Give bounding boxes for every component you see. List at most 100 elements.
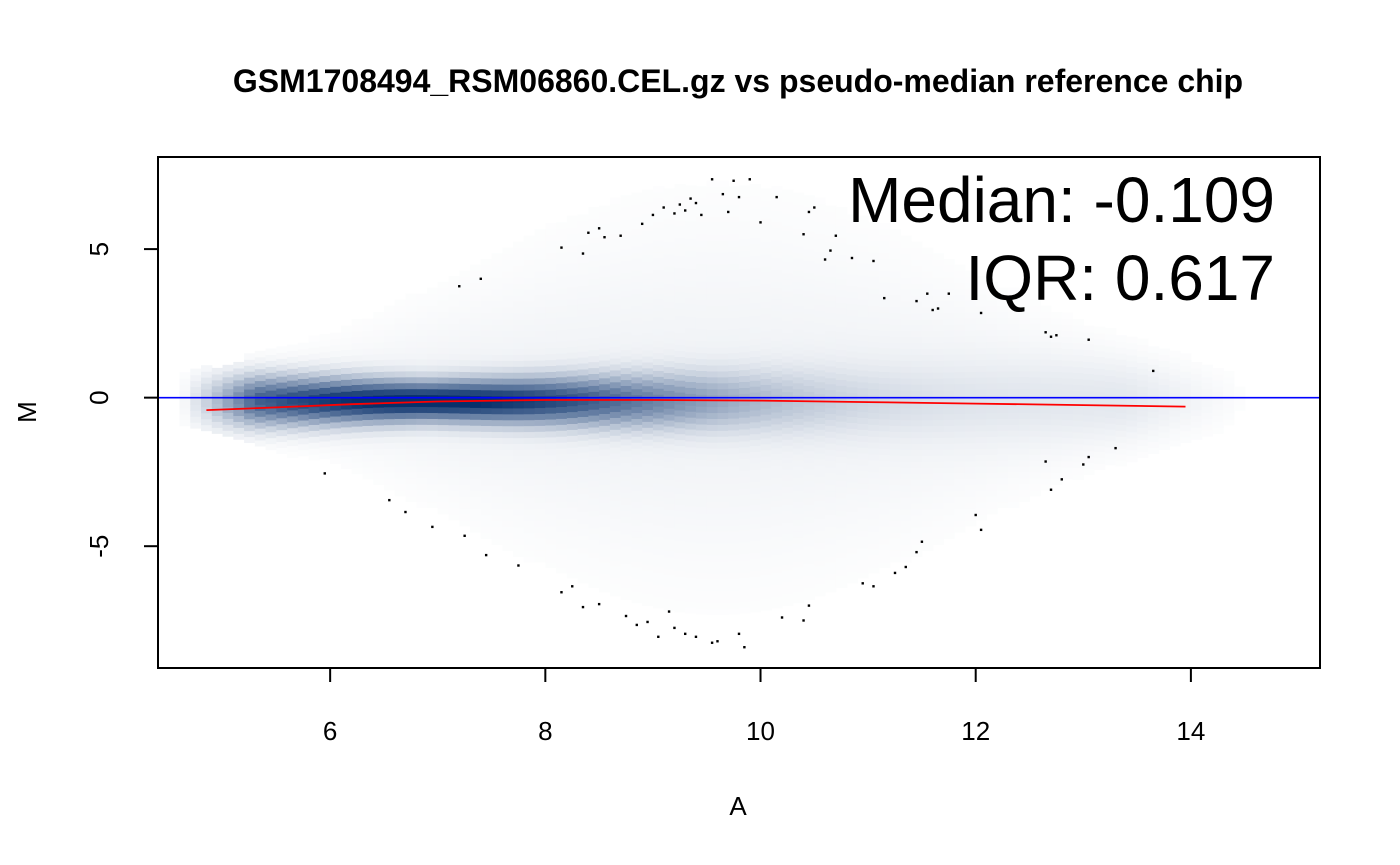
density-cell (566, 310, 579, 318)
density-cell (986, 329, 998, 336)
density-cell (1137, 403, 1149, 411)
density-cell (1007, 406, 1020, 413)
density-cell (964, 365, 977, 373)
density-cell (362, 318, 374, 325)
density-cell (889, 538, 901, 545)
density-cell (416, 489, 428, 497)
density-cell (868, 269, 880, 277)
density-cell (911, 312, 923, 320)
density-cell (825, 437, 837, 444)
outlier-point (1087, 338, 1090, 341)
density-cell (739, 226, 751, 234)
density-cell (480, 294, 493, 302)
density-cell (620, 207, 633, 214)
density-cell (803, 510, 815, 517)
density-cell (297, 449, 310, 457)
density-cell (1051, 412, 1063, 420)
density-cell (706, 186, 719, 194)
density-cell (588, 290, 600, 297)
density-cell (932, 271, 945, 278)
density-cell (631, 471, 643, 479)
density-cell (739, 411, 751, 418)
density-cell (1072, 437, 1084, 445)
density-cell (437, 501, 450, 509)
density-cell (276, 376, 288, 383)
density-cell (480, 419, 493, 426)
density-cell (792, 436, 805, 443)
density-cell (771, 263, 783, 270)
density-cell (674, 552, 686, 559)
density-cell (792, 495, 805, 503)
density-cell (1072, 384, 1084, 391)
density-cell (588, 533, 600, 541)
density-cell (857, 441, 869, 448)
density-cell (577, 244, 589, 251)
density-cell (986, 507, 998, 515)
density-cell (717, 192, 729, 200)
density-cell (211, 373, 224, 381)
density-cell (921, 490, 934, 498)
density-cell (1147, 382, 1160, 389)
density-cell (534, 556, 546, 563)
density-cell (674, 231, 686, 239)
density-cell (652, 542, 665, 550)
density-cell (695, 239, 708, 247)
density-cell (1007, 471, 1020, 479)
density-cell (1223, 371, 1235, 378)
density-cell (609, 274, 622, 282)
density-cell (674, 457, 686, 464)
density-cell (609, 482, 622, 490)
density-cell (577, 410, 589, 417)
density-cell (1007, 412, 1020, 419)
density-cell (416, 346, 428, 354)
density-cell (964, 347, 977, 355)
density-cell (771, 215, 783, 223)
density-cell (954, 270, 966, 278)
density-cell (1072, 336, 1084, 344)
density-cell (1083, 438, 1095, 446)
density-cell (620, 486, 633, 493)
density-cell (717, 347, 729, 354)
density-cell (835, 551, 848, 559)
density-cell (803, 349, 815, 357)
density-cell (1051, 478, 1063, 485)
density-cell (760, 479, 772, 486)
density-cell (233, 379, 245, 387)
density-cell (1137, 445, 1149, 452)
density-cell (502, 324, 514, 332)
density-cell (642, 480, 654, 488)
density-cell (405, 293, 417, 301)
density-cell (254, 362, 267, 370)
density-cell (825, 496, 837, 504)
density-cell (986, 442, 998, 449)
density-cell (297, 342, 310, 350)
density-cell (814, 559, 826, 567)
density-cell (728, 441, 740, 449)
density-cell (954, 454, 966, 462)
density-cell (211, 367, 224, 375)
density-cell (964, 276, 977, 283)
density-cell (652, 501, 665, 508)
density-cell (674, 302, 686, 310)
density-cell (878, 424, 891, 432)
density-cell (631, 477, 643, 485)
density-cell (846, 226, 858, 233)
density-cell (631, 483, 643, 491)
density-cell (480, 520, 493, 527)
density-cell (566, 257, 579, 264)
density-cell (954, 514, 966, 521)
density-cell (878, 472, 891, 479)
density-cell (1094, 451, 1106, 459)
density-cell (1104, 446, 1117, 454)
density-cell (297, 425, 310, 433)
density-cell (459, 490, 471, 497)
density-cell (233, 373, 245, 381)
density-cell (1061, 389, 1074, 397)
density-cell (835, 391, 848, 398)
density-cell (868, 489, 880, 497)
density-cell (739, 351, 751, 359)
density-cell (857, 274, 869, 282)
density-cell (566, 571, 579, 579)
density-cell (383, 371, 396, 378)
density-cell (911, 372, 923, 379)
